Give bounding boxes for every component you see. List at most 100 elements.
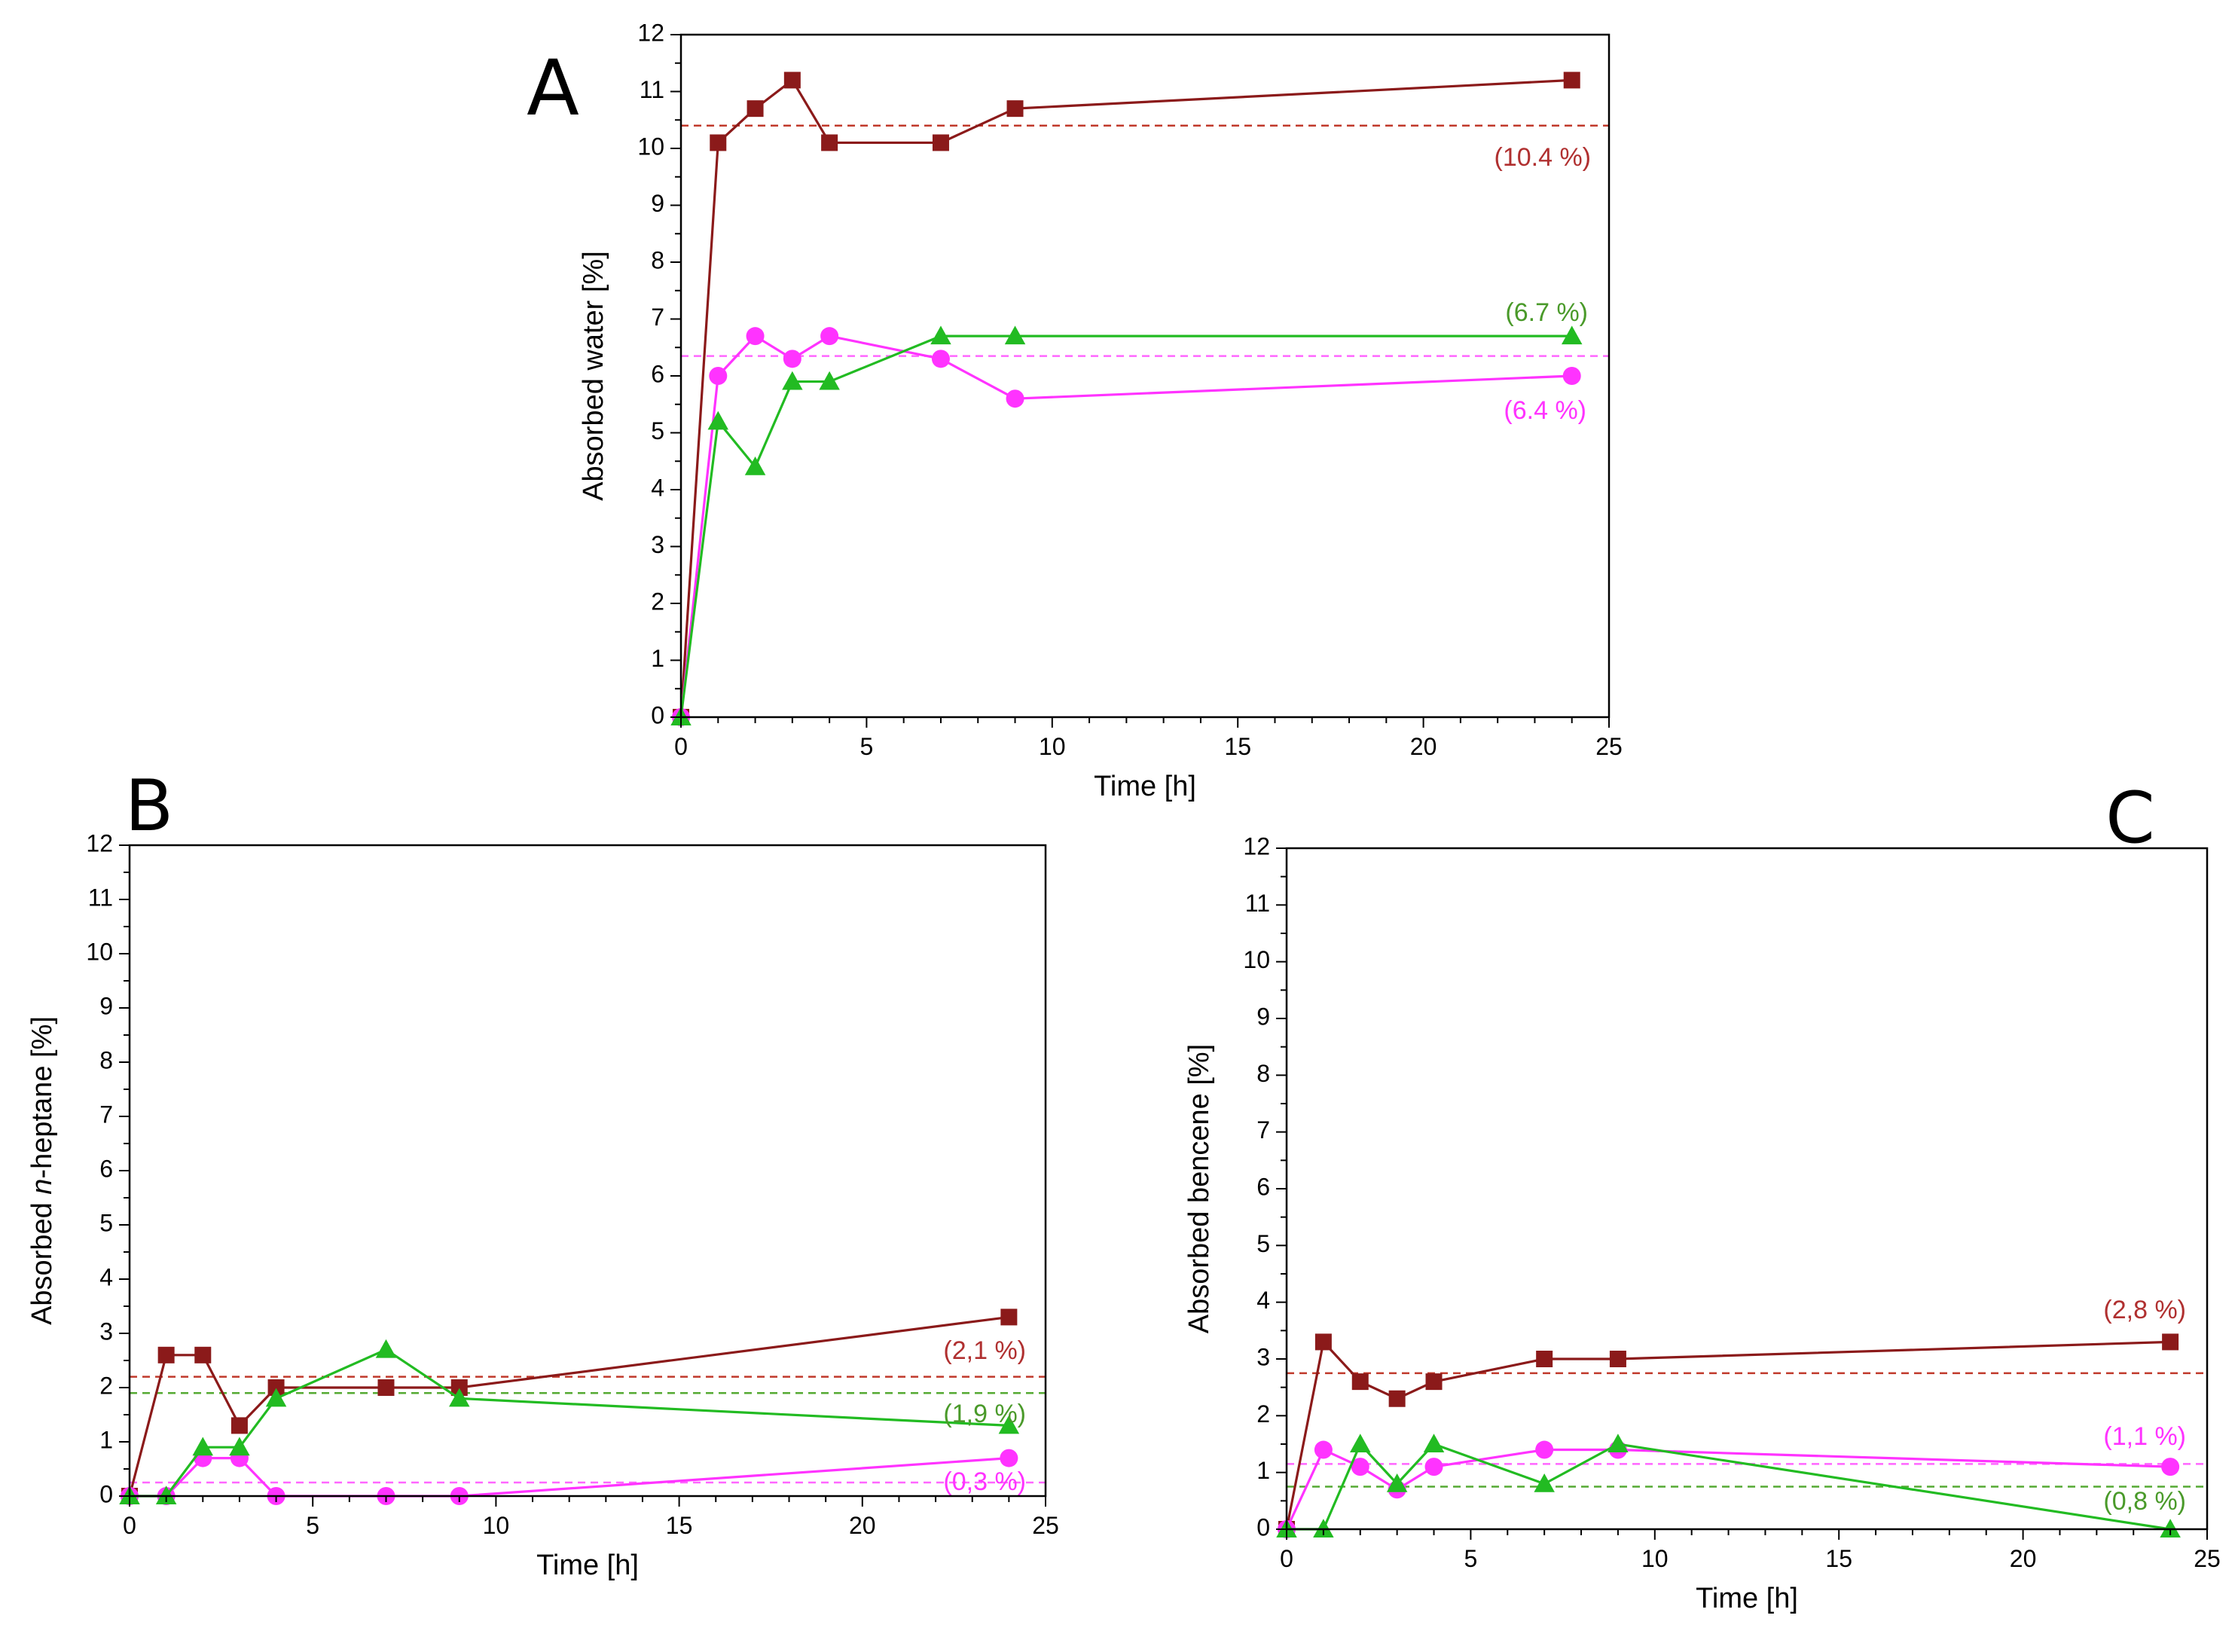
- x-tick-label: 0: [1280, 1545, 1293, 1572]
- data-point: [1423, 1434, 1445, 1452]
- data-point: [821, 134, 838, 151]
- y-tick-label: 5: [651, 417, 664, 444]
- data-point: [709, 367, 728, 385]
- data-point: [1561, 325, 1583, 345]
- y-tick-label: 1: [1256, 1457, 1270, 1484]
- data-point: [449, 1388, 470, 1407]
- data-point: [450, 1379, 468, 1396]
- y-tick-label: 7: [1256, 1116, 1270, 1144]
- data-point: [931, 350, 950, 368]
- data-point: [930, 325, 951, 345]
- data-point: [2162, 1333, 2179, 1351]
- y-tick-label: 3: [99, 1318, 113, 1345]
- y-tick-label: 12: [637, 19, 664, 46]
- panel-a: A(10.4 %)(6.7 %)(6.4 %)0 5 10 15 20 250123456…: [527, 19, 1623, 802]
- x-axis-label: Time [h]: [1696, 1583, 1798, 1614]
- y-tick-label: 8: [99, 1046, 113, 1073]
- x-tick-label: 20: [1410, 733, 1437, 760]
- y-tick-label: 11: [640, 76, 664, 103]
- data-point: [744, 457, 766, 475]
- y-axis-label: Absorbed n-heptane [%]: [26, 1016, 58, 1325]
- data-point: [267, 1379, 285, 1396]
- data-point: [1313, 1519, 1334, 1537]
- y-axis-label-part: -heptane [%]: [26, 1016, 58, 1178]
- data-point: [157, 1346, 175, 1363]
- reference-label: (1,9 %): [943, 1400, 1026, 1428]
- x-tick-label: 15: [666, 1512, 693, 1539]
- reference-label: (2,1 %): [943, 1336, 1026, 1365]
- data-point: [819, 371, 840, 390]
- y-tick-label: 1: [651, 645, 664, 672]
- reference-label: (10.4 %): [1495, 143, 1592, 172]
- data-point: [1350, 1434, 1371, 1452]
- data-point: [1608, 1434, 1629, 1452]
- x-tick-label: 5: [306, 1512, 319, 1539]
- reference-label: (0,8 %): [2103, 1487, 2186, 1516]
- x-tick-label: 25: [1595, 733, 1623, 760]
- data-point: [820, 327, 839, 346]
- data-point: [1609, 1351, 1626, 1367]
- reference-label: (2,8 %): [2103, 1296, 2186, 1324]
- y-tick-label: 7: [99, 1101, 113, 1128]
- y-tick-label: 10: [637, 133, 664, 160]
- x-tick-label: 10: [483, 1512, 510, 1539]
- data-point: [1000, 1449, 1018, 1467]
- data-point: [1563, 72, 1580, 89]
- y-tick-label: 12: [1243, 832, 1270, 860]
- y-tick-label: 5: [1256, 1230, 1270, 1257]
- series-triangle: [670, 325, 1583, 725]
- y-tick-label: 9: [651, 190, 664, 217]
- data-point: [747, 100, 764, 118]
- y-tick-label: 4: [651, 474, 664, 501]
- series-line: [1287, 1443, 2171, 1531]
- data-point: [1000, 1308, 1018, 1326]
- x-axis-label: Time [h]: [1094, 771, 1196, 802]
- y-tick-label: 9: [1256, 1003, 1270, 1030]
- y-tick-label: 2: [99, 1372, 113, 1399]
- y-tick-label: 0: [1256, 1513, 1270, 1541]
- reference-label: (0,3 %): [943, 1467, 1026, 1496]
- x-tick-label: 25: [2194, 1545, 2221, 1572]
- y-tick-label: 6: [1256, 1173, 1270, 1200]
- data-point: [746, 327, 765, 346]
- y-axis-label-italic: n: [26, 1179, 58, 1195]
- y-axis-label: Absorbed bencene [%]: [1183, 1044, 1215, 1334]
- data-point: [2160, 1519, 2181, 1537]
- y-tick-label: 8: [1256, 1060, 1270, 1087]
- data-point: [1351, 1373, 1369, 1391]
- y-axis-label-part: Absorbed: [26, 1195, 58, 1325]
- y-tick-label: 11: [88, 884, 113, 911]
- y-tick-label: 3: [1256, 1343, 1270, 1370]
- series-line: [130, 1348, 1009, 1498]
- plot-frame: [679, 33, 1611, 719]
- data-point: [265, 1388, 287, 1407]
- panel-b: B(2,1 %)(1,9 %)(0,3 %)0 5 10 15 20 2501234567…: [26, 765, 1059, 1581]
- y-tick-label: 6: [651, 360, 664, 387]
- x-tick-label: 15: [1224, 733, 1251, 760]
- data-point: [1534, 1473, 1555, 1492]
- x-tick-label: 20: [849, 1512, 876, 1539]
- x-tick-label: 20: [2010, 1545, 2037, 1572]
- y-tick-label: 0: [651, 701, 664, 728]
- y-tick-label: 10: [1243, 946, 1270, 973]
- data-point: [1006, 100, 1024, 118]
- x-tick-label: 0: [123, 1512, 136, 1539]
- x-tick-label: 5: [860, 733, 874, 760]
- data-point: [782, 371, 803, 390]
- data-point: [783, 350, 801, 368]
- series-circle: [1278, 1440, 2180, 1538]
- data-point: [1386, 1473, 1408, 1492]
- x-tick-label: 5: [1464, 1545, 1478, 1572]
- y-tick-label: 5: [99, 1209, 113, 1236]
- y-tick-label: 7: [651, 304, 664, 331]
- x-axis-label: Time [h]: [536, 1550, 639, 1581]
- panel-letter: C: [2105, 777, 2155, 860]
- y-tick-label: 3: [651, 531, 664, 558]
- y-tick-label: 1: [99, 1426, 113, 1453]
- series-triangle: [119, 1339, 1020, 1504]
- data-point: [2161, 1458, 2180, 1476]
- y-tick-label: 4: [99, 1263, 113, 1290]
- data-point: [1006, 389, 1024, 408]
- y-tick-label: 2: [651, 588, 664, 615]
